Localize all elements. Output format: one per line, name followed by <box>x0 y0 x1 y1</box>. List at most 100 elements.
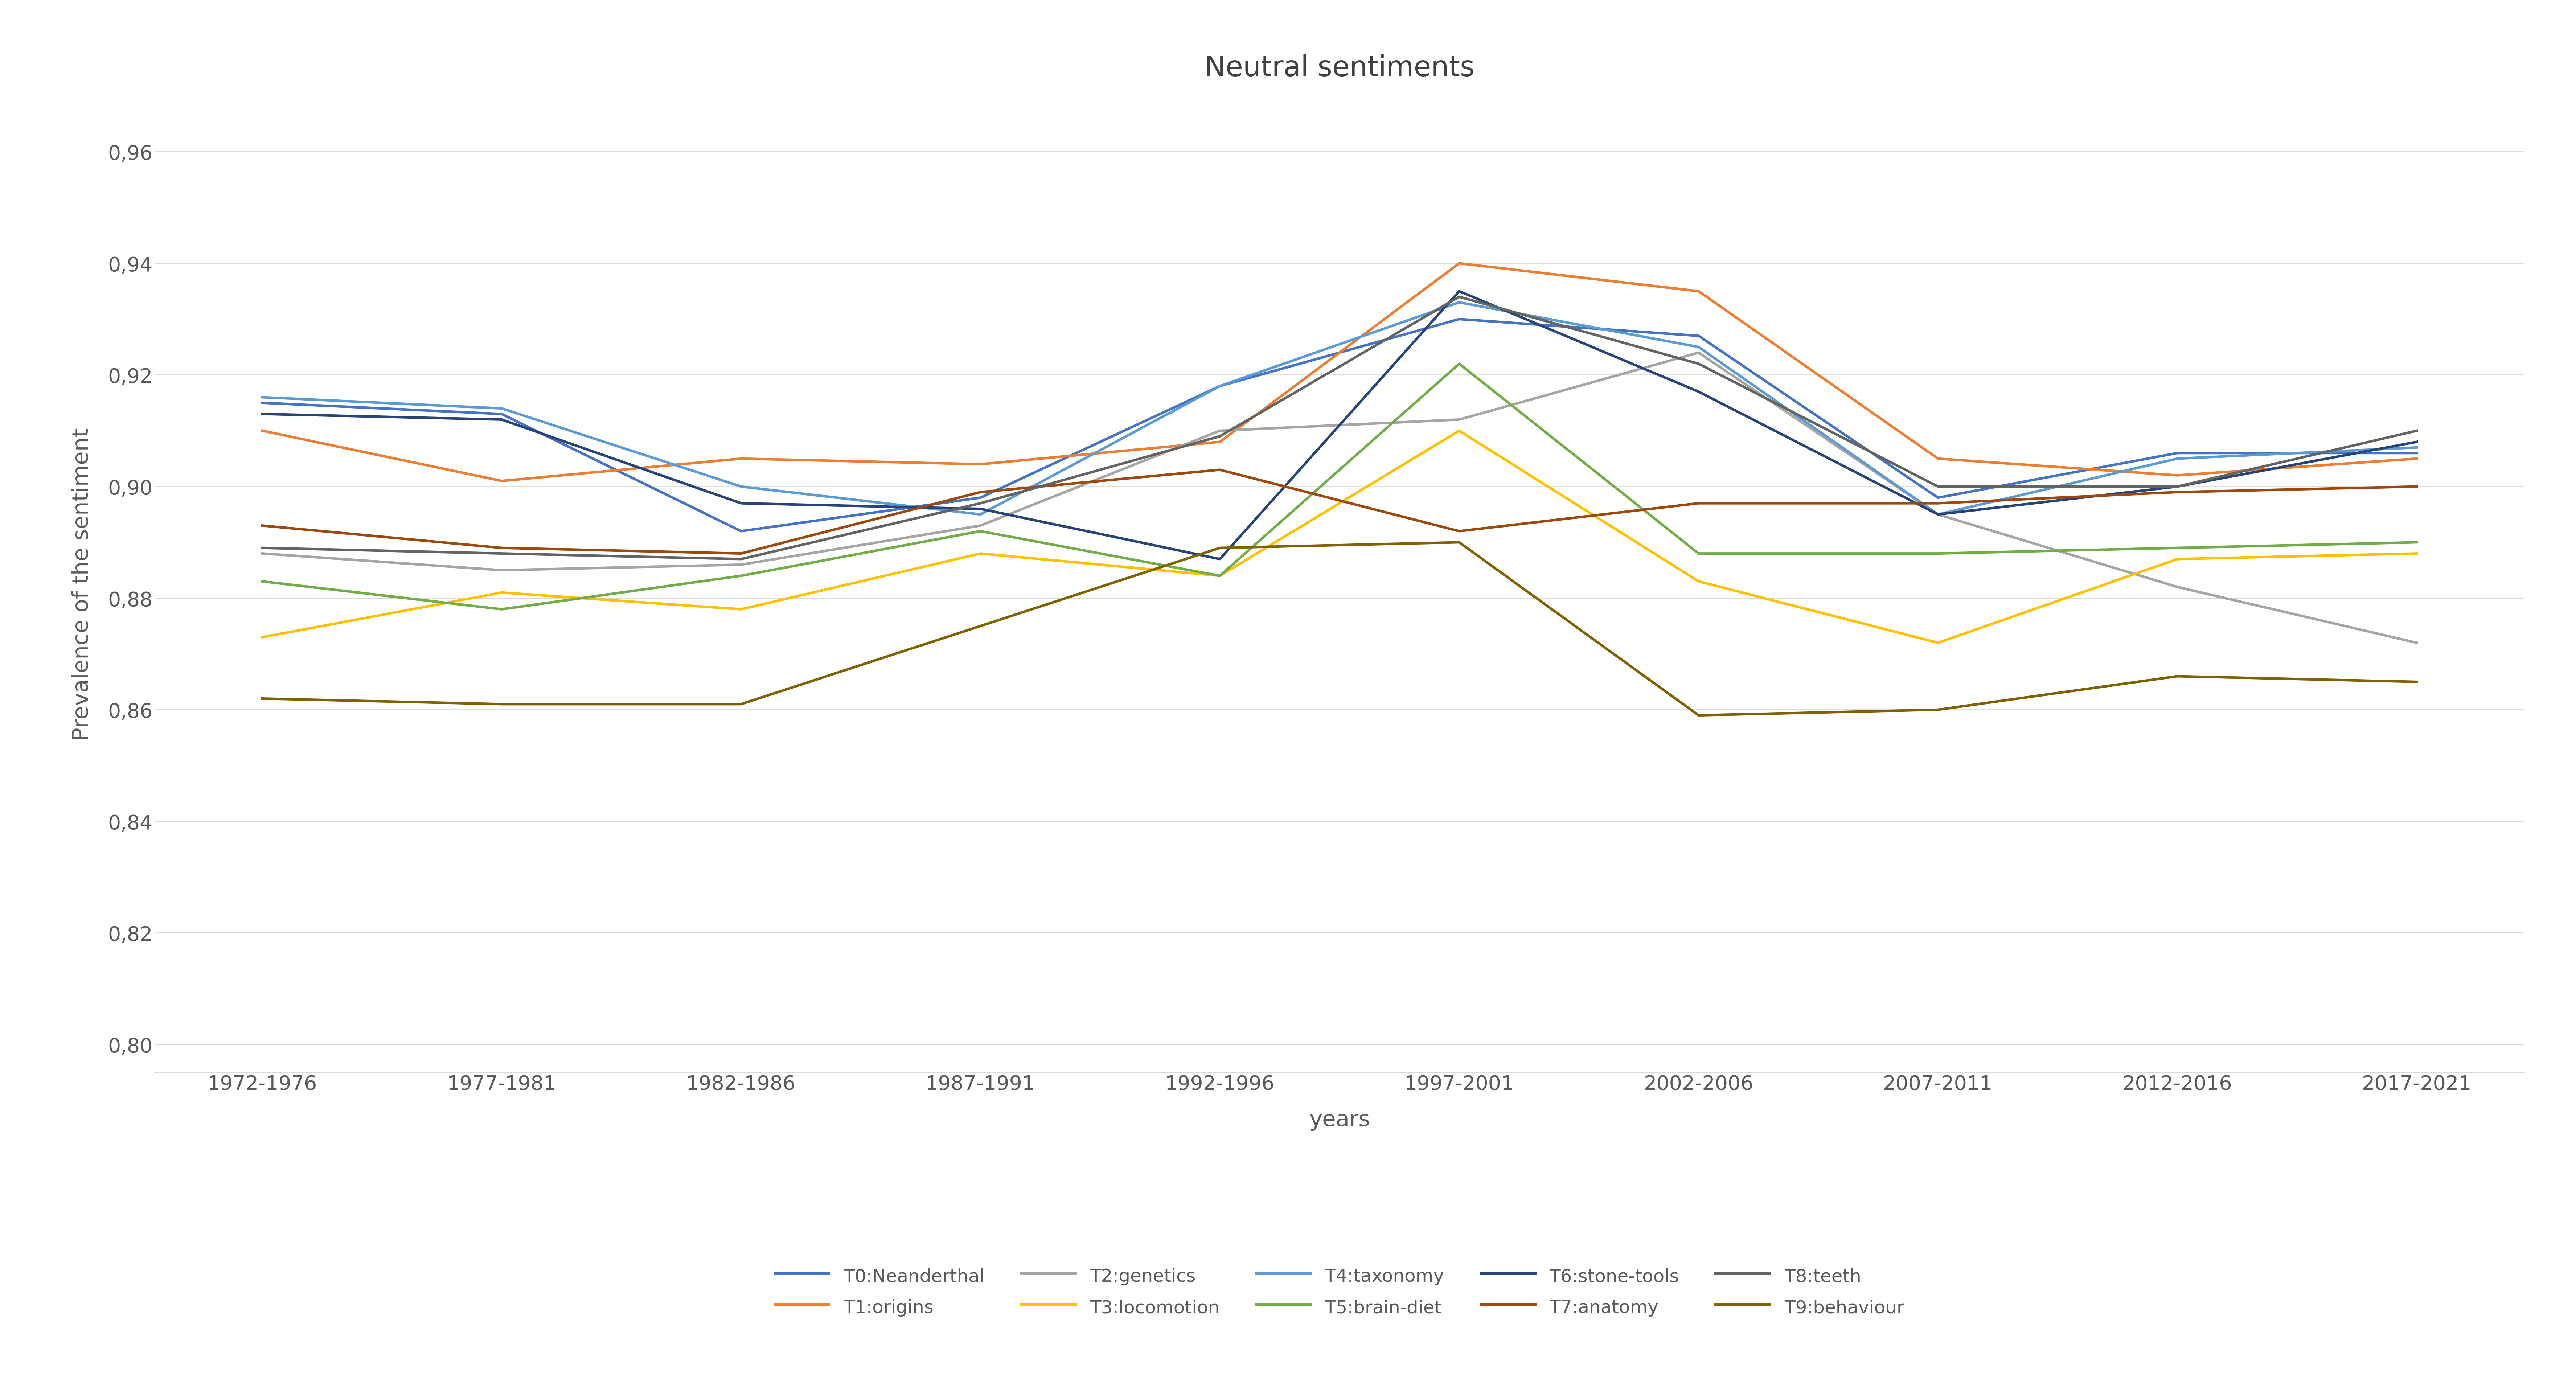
T1:origins <box>2401 451 2432 468</box>
T6:stone-tools <box>1443 283 1473 300</box>
Line: T3:locomotion: T3:locomotion <box>263 430 2416 644</box>
T0:Neanderthal <box>1922 490 1953 506</box>
T9:behaviour <box>2161 668 2192 685</box>
T2:genetics <box>1206 422 1236 439</box>
T7:anatomy <box>1682 495 1713 511</box>
T3:locomotion <box>1206 568 1236 584</box>
Line: T5:brain-diet: T5:brain-diet <box>263 364 2416 609</box>
T0:Neanderthal <box>726 522 757 539</box>
Line: T6:stone-tools: T6:stone-tools <box>263 292 2416 560</box>
T6:stone-tools <box>2161 478 2192 495</box>
T0:Neanderthal <box>2161 446 2192 462</box>
T0:Neanderthal <box>966 490 997 506</box>
T1:origins <box>247 422 278 439</box>
T7:anatomy <box>247 517 278 534</box>
T7:anatomy <box>966 484 997 500</box>
T7:anatomy <box>1206 462 1236 478</box>
T2:genetics <box>2161 579 2192 595</box>
T6:stone-tools <box>1206 551 1236 568</box>
T1:origins <box>487 473 518 490</box>
T1:origins <box>1682 283 1713 300</box>
Line: T1:origins: T1:origins <box>263 264 2416 481</box>
Line: T4:taxonomy: T4:taxonomy <box>263 302 2416 514</box>
T1:origins <box>726 451 757 468</box>
T3:locomotion <box>1443 422 1473 439</box>
Line: T9:behaviour: T9:behaviour <box>263 543 2416 715</box>
T9:behaviour <box>1922 701 1953 718</box>
X-axis label: years: years <box>1309 1110 1370 1130</box>
T5:brain-diet <box>2401 535 2432 551</box>
T9:behaviour <box>247 690 278 707</box>
T0:Neanderthal <box>1682 327 1713 344</box>
T5:brain-diet <box>487 601 518 617</box>
T3:locomotion <box>487 584 518 601</box>
T5:brain-diet <box>726 568 757 584</box>
T8:teeth <box>247 540 278 557</box>
T2:genetics <box>1443 411 1473 428</box>
T7:anatomy <box>2401 478 2432 495</box>
T8:teeth <box>1682 356 1713 373</box>
T9:behaviour <box>726 696 757 712</box>
T4:taxonomy <box>1682 340 1713 356</box>
T9:behaviour <box>487 696 518 712</box>
T0:Neanderthal <box>1443 311 1473 327</box>
T8:teeth <box>1443 289 1473 305</box>
T8:teeth <box>726 551 757 568</box>
T2:genetics <box>966 517 997 534</box>
T0:Neanderthal <box>1206 378 1236 395</box>
T2:genetics <box>487 562 518 579</box>
T6:stone-tools <box>1682 384 1713 400</box>
T8:teeth <box>487 546 518 562</box>
T4:taxonomy <box>726 478 757 495</box>
Line: T2:genetics: T2:genetics <box>263 353 2416 644</box>
Title: Neutral sentiments: Neutral sentiments <box>1206 55 1473 82</box>
T1:origins <box>1922 451 1953 468</box>
T4:taxonomy <box>2401 440 2432 456</box>
T5:brain-diet <box>1682 546 1713 562</box>
T7:anatomy <box>487 540 518 557</box>
T1:origins <box>966 456 997 473</box>
T6:stone-tools <box>726 495 757 511</box>
T3:locomotion <box>247 630 278 646</box>
Line: T0:Neanderthal: T0:Neanderthal <box>263 319 2416 531</box>
T5:brain-diet <box>1922 546 1953 562</box>
T5:brain-diet <box>247 573 278 590</box>
T7:anatomy <box>2161 484 2192 500</box>
T3:locomotion <box>726 601 757 617</box>
T9:behaviour <box>1682 707 1713 723</box>
T5:brain-diet <box>2161 540 2192 557</box>
T6:stone-tools <box>1922 506 1953 522</box>
T0:Neanderthal <box>247 395 278 411</box>
T6:stone-tools <box>487 411 518 428</box>
T2:genetics <box>2401 635 2432 652</box>
T3:locomotion <box>1682 573 1713 590</box>
T6:stone-tools <box>966 500 997 517</box>
T2:genetics <box>1922 506 1953 522</box>
T0:Neanderthal <box>487 406 518 422</box>
T4:taxonomy <box>2161 451 2192 468</box>
T8:teeth <box>1922 478 1953 495</box>
T2:genetics <box>726 557 757 573</box>
T7:anatomy <box>1443 522 1473 539</box>
T4:taxonomy <box>1922 506 1953 522</box>
T9:behaviour <box>1443 535 1473 551</box>
T4:taxonomy <box>487 400 518 417</box>
T4:taxonomy <box>1206 378 1236 395</box>
T0:Neanderthal <box>2401 446 2432 462</box>
T1:origins <box>1206 435 1236 451</box>
T5:brain-diet <box>966 522 997 539</box>
T9:behaviour <box>1206 540 1236 557</box>
T5:brain-diet <box>1443 356 1473 373</box>
Y-axis label: Prevalence of the sentiment: Prevalence of the sentiment <box>72 428 93 741</box>
Line: T7:anatomy: T7:anatomy <box>263 470 2416 554</box>
T7:anatomy <box>1922 495 1953 511</box>
T2:genetics <box>247 546 278 562</box>
Line: T8:teeth: T8:teeth <box>263 297 2416 560</box>
T6:stone-tools <box>247 406 278 422</box>
T8:teeth <box>966 495 997 511</box>
T3:locomotion <box>966 546 997 562</box>
Legend: T0:Neanderthal, T1:origins, T2:genetics, T3:locomotion, T4:taxonomy, T5:brain-di: T0:Neanderthal, T1:origins, T2:genetics,… <box>768 1257 1911 1325</box>
T3:locomotion <box>2401 546 2432 562</box>
T4:taxonomy <box>1443 294 1473 311</box>
T3:locomotion <box>2161 551 2192 568</box>
